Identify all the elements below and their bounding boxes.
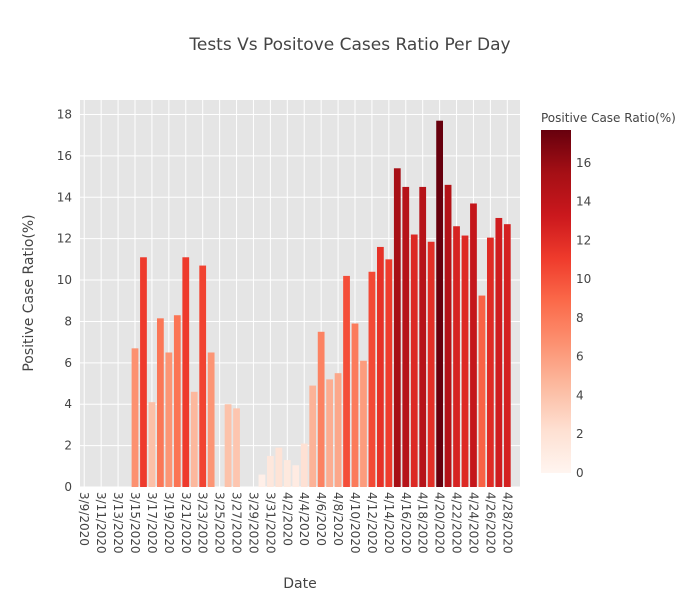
colorbar-tick-label: 0 [576,466,584,480]
x-axis-ticks: 3/9/2020 3/11/2020 3/13/2020 3/15/2020 3/17/… [77,492,514,554]
bar[interactable] [368,271,376,487]
colorbar-tick-label: 16 [576,156,591,170]
bar[interactable] [267,455,274,487]
bar[interactable] [233,408,240,487]
bar[interactable] [283,460,291,487]
y-tick-label: 6 [64,356,72,370]
x-tick-label: 4/2/2020 [280,492,294,546]
bar[interactable] [503,224,511,488]
x-tick-label: 3/17/2020 [145,492,159,554]
bar[interactable] [275,447,283,487]
bar[interactable] [478,295,486,487]
bar[interactable] [419,186,427,488]
y-tick-label: 18 [57,107,72,121]
x-tick-label: 3/29/2020 [246,492,260,554]
colorbar-tick-label: 2 [576,427,584,441]
x-tick-label: 3/13/2020 [111,492,125,554]
bar[interactable] [157,318,164,487]
colorbar-title: Positive Case Ratio(%) [541,111,676,125]
y-axis-ticks: 0 2 4 6 8 10 12 14 16 18 [57,107,72,494]
bar[interactable] [402,186,410,488]
colorbar-tick-label: 14 [576,195,591,209]
x-tick-label: 4/28/2020 [500,492,514,554]
bar[interactable] [410,234,418,487]
bar[interactable] [148,402,156,487]
x-tick-label: 3/23/2020 [196,492,210,554]
x-tick-label: 4/4/2020 [297,492,311,546]
bar[interactable] [453,226,460,488]
bar[interactable] [436,120,443,487]
x-tick-label: 3/31/2020 [263,492,277,554]
bar[interactable] [334,373,342,487]
bar[interactable] [343,275,350,487]
colorbar-tick-label: 4 [576,388,584,402]
colorbar: Positive Case Ratio(%) 0 2 4 6 8 10 12 14 16 [541,111,676,480]
x-tick-label: 3/11/2020 [94,492,108,554]
bar[interactable] [173,315,181,487]
y-tick-label: 8 [64,314,72,328]
bar[interactable] [495,217,503,487]
bar[interactable] [444,184,452,487]
colorbar-gradient [541,130,571,473]
y-axis-title: Positive Case Ratio(%) [21,214,37,371]
bar[interactable] [427,241,435,487]
x-tick-label: 4/18/2020 [416,492,430,554]
bar[interactable] [292,465,300,487]
bar[interactable] [326,379,333,487]
bar[interactable] [165,352,173,487]
x-tick-label: 3/15/2020 [128,492,142,554]
colorbar-tick-label: 12 [576,233,591,247]
y-tick-label: 2 [64,439,72,453]
bar[interactable] [258,474,266,487]
y-tick-label: 16 [57,149,72,163]
x-tick-label: 3/9/2020 [77,492,91,546]
bar[interactable] [199,265,207,487]
bar[interactable] [207,352,215,487]
colorbar-ticks: 0 2 4 6 8 10 12 14 16 [576,156,591,480]
bar[interactable] [360,360,367,487]
x-tick-label: 3/25/2020 [213,492,227,554]
colorbar-tick-label: 6 [576,350,584,364]
x-tick-label: 4/6/2020 [314,492,328,546]
bar[interactable] [377,246,384,487]
chart-title: Tests Vs Positove Cases Ratio Per Day [188,35,510,55]
x-axis-title: Date [283,576,316,592]
y-tick-label: 0 [64,480,72,494]
bars [131,120,511,488]
bar[interactable] [393,168,401,488]
x-tick-label: 3/27/2020 [230,492,244,554]
x-tick-label: 4/14/2020 [382,492,396,554]
colorbar-tick-label: 8 [576,311,584,325]
x-tick-label: 4/24/2020 [466,492,480,554]
colorbar-tick-label: 10 [576,272,591,286]
bar[interactable] [224,404,232,487]
x-tick-label: 4/8/2020 [331,492,345,546]
x-tick-label: 4/20/2020 [433,492,447,554]
bar[interactable] [470,203,477,488]
bar[interactable] [317,331,325,487]
bar[interactable] [385,259,393,487]
bar[interactable] [309,385,317,487]
bar[interactable] [351,323,359,487]
bar[interactable] [131,348,139,487]
y-tick-label: 10 [57,273,72,287]
bar[interactable] [487,237,494,487]
x-tick-label: 4/16/2020 [399,492,413,554]
x-tick-label: 4/12/2020 [365,492,379,554]
x-tick-label: 4/10/2020 [348,492,362,554]
y-tick-label: 14 [57,190,72,204]
bar[interactable] [300,443,308,487]
x-tick-label: 4/26/2020 [483,492,497,554]
bar[interactable] [190,391,198,487]
bar[interactable] [140,257,147,487]
bar[interactable] [461,235,469,487]
x-tick-label: 4/22/2020 [450,492,464,554]
x-tick-label: 3/21/2020 [179,492,193,554]
y-tick-label: 4 [64,397,72,411]
y-tick-label: 12 [57,232,72,246]
x-tick-label: 3/19/2020 [162,492,176,554]
bar[interactable] [182,257,190,487]
